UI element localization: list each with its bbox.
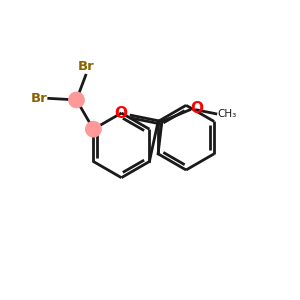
Circle shape [86,122,101,137]
Text: Br: Br [77,60,94,73]
Text: Br: Br [31,92,47,105]
Text: O: O [190,101,203,116]
Text: CH₃: CH₃ [218,109,237,119]
Text: O: O [114,106,127,121]
Circle shape [69,92,84,108]
